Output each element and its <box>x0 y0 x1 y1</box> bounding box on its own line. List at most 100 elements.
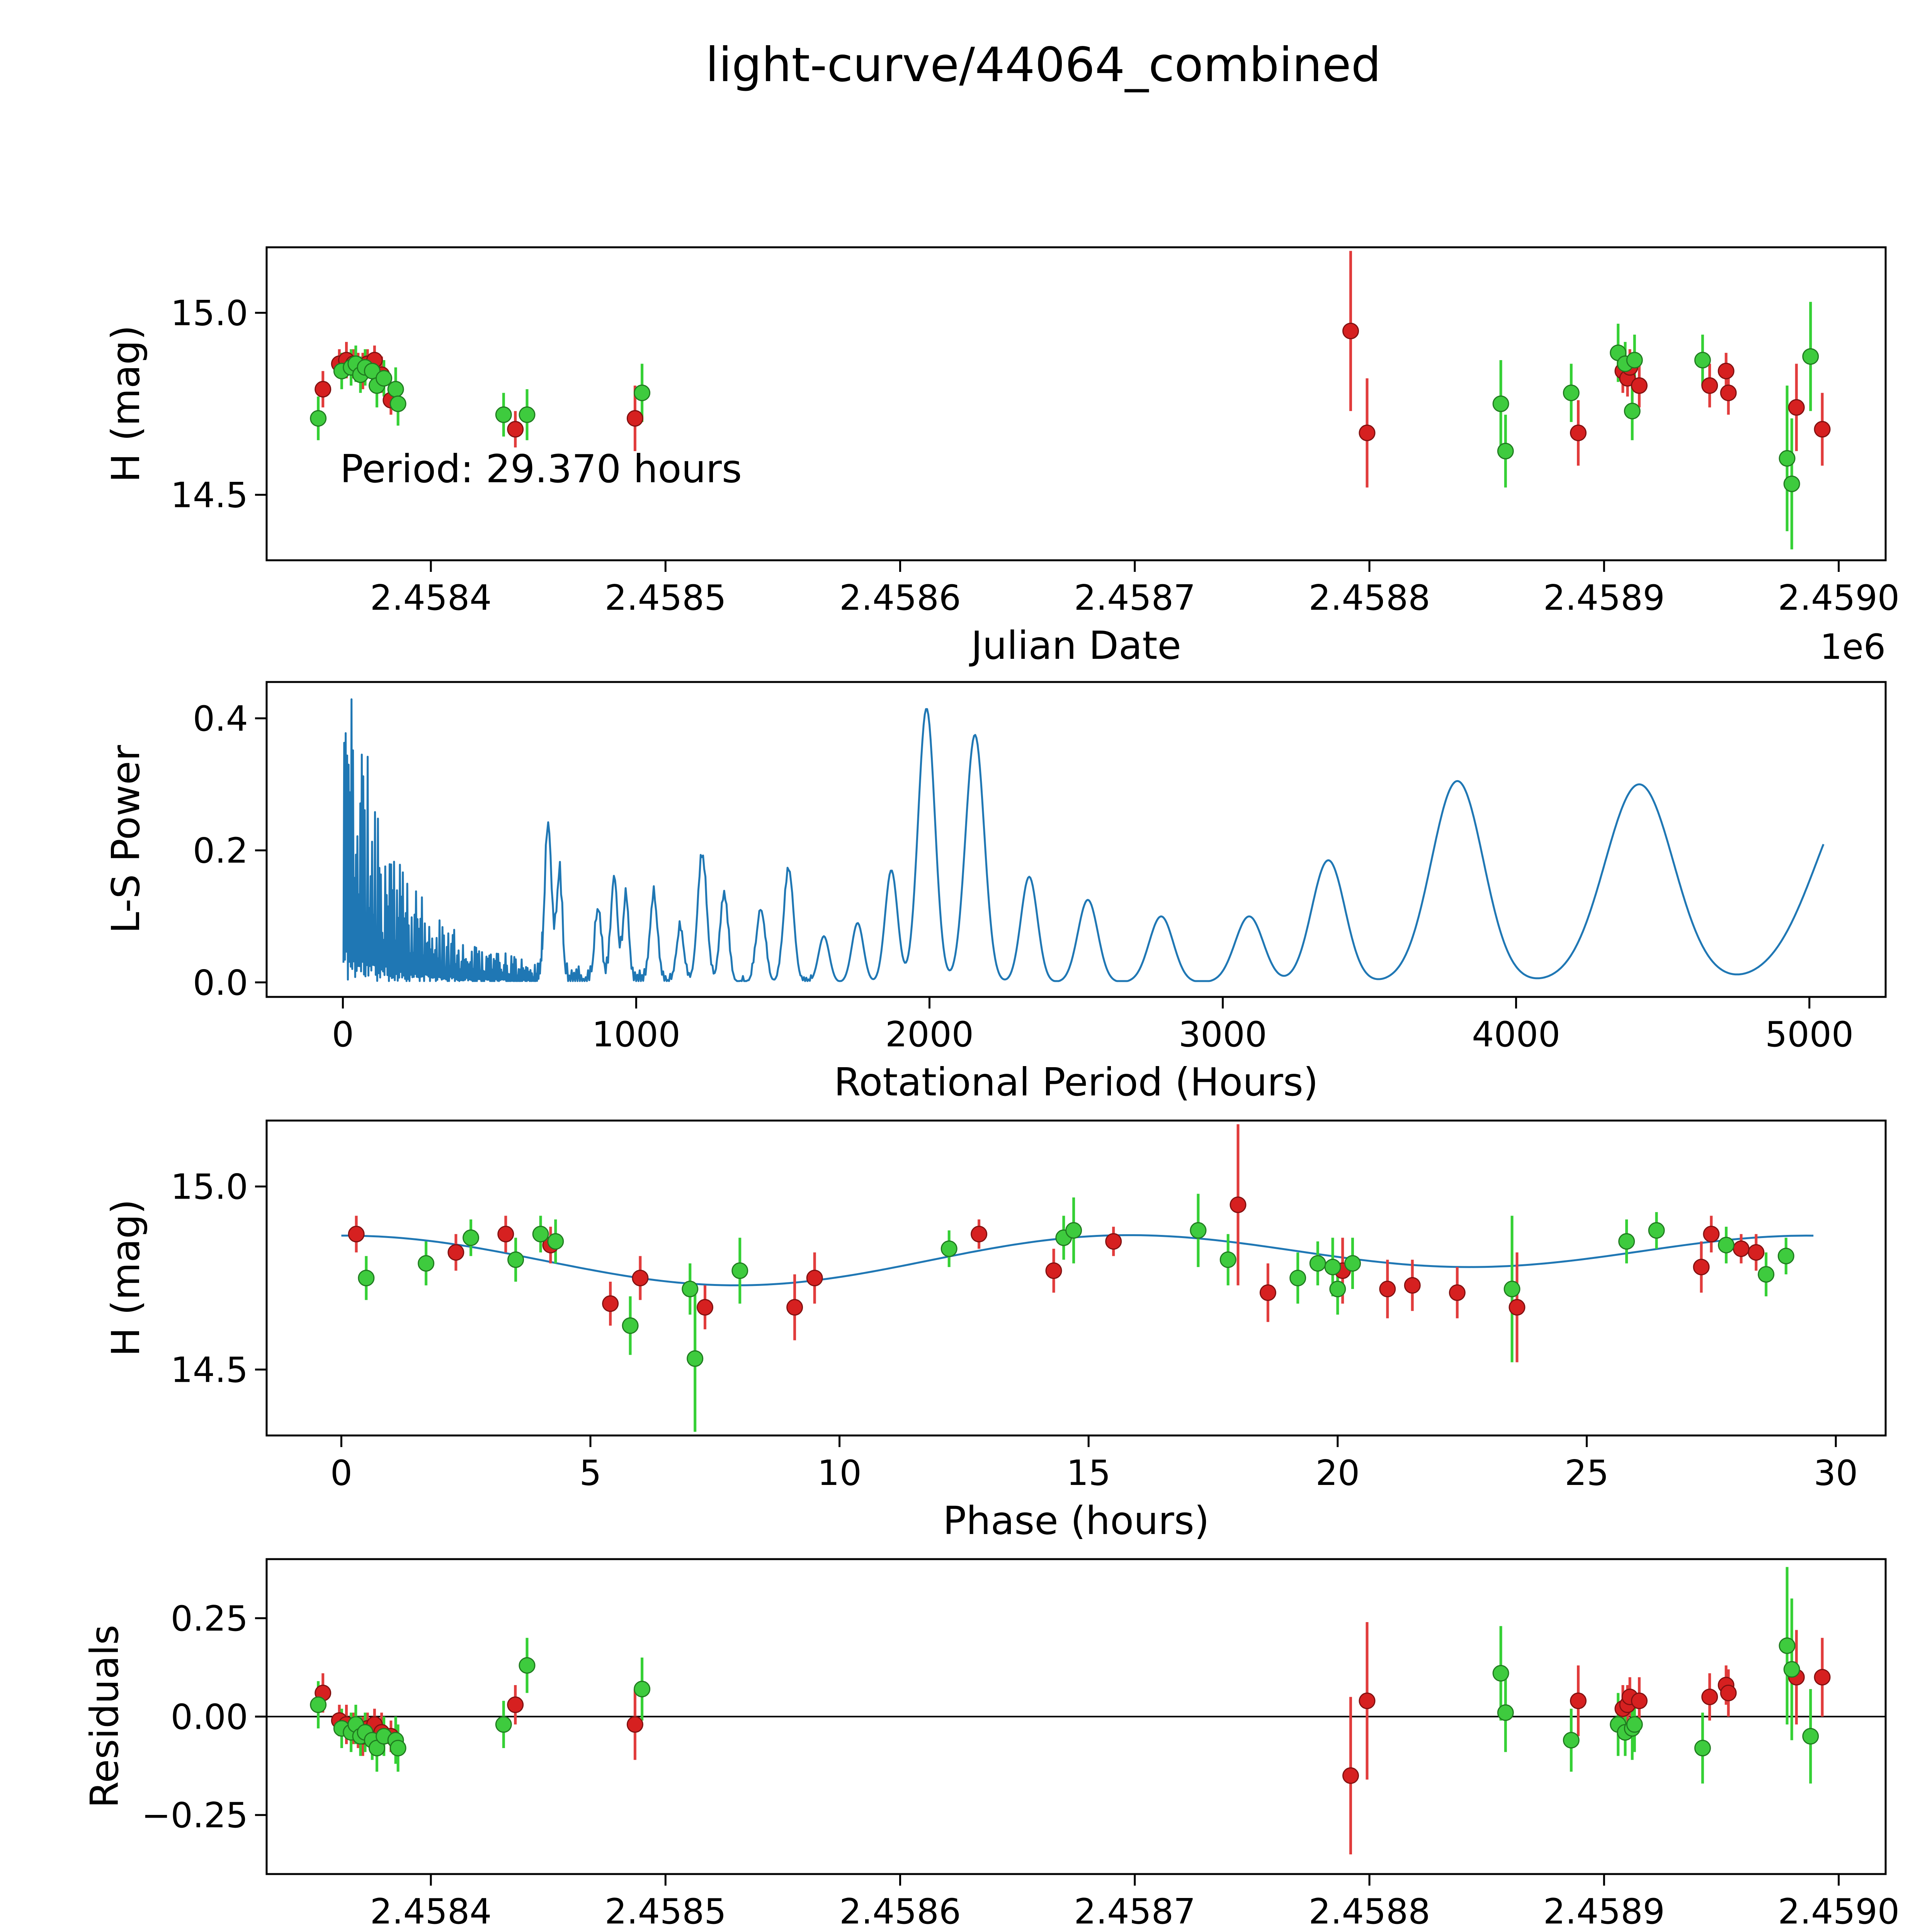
x-tick-label: 2.4584 <box>370 578 492 618</box>
green-dataset-point <box>1190 1222 1207 1239</box>
lightcurve-x-offset-label: 1e6 <box>1820 627 1886 667</box>
green-dataset-point <box>622 1317 639 1334</box>
panel-phase: Phase (hours) H (mag) 0 5 10 15 20 25 30 15.0 14… <box>103 1119 1887 1543</box>
red-dataset-point <box>315 381 332 398</box>
green-dataset-point <box>1779 1637 1796 1654</box>
x-tick-label: 2.4588 <box>1309 1891 1430 1932</box>
axes-spine <box>265 1119 1887 1437</box>
green-dataset-point <box>389 1740 406 1757</box>
lightcurve-xlabel: Julian Date <box>969 623 1181 668</box>
red-dataset-point <box>1701 1689 1718 1706</box>
green-dataset-point <box>1624 403 1641 420</box>
green-dataset-point <box>418 1255 435 1272</box>
red-dataset-point <box>1631 377 1648 394</box>
red-dataset-point <box>1570 1692 1587 1709</box>
axes-spine <box>265 246 1887 561</box>
x-tick-label: 2.4586 <box>839 578 961 618</box>
green-dataset-point <box>1626 352 1643 369</box>
red-dataset-point <box>1720 1684 1737 1701</box>
phase-xlabel: Phase (hours) <box>943 1498 1209 1543</box>
green-dataset-point <box>634 1680 651 1697</box>
periodogram-plot-area <box>342 698 1825 982</box>
green-dataset-point <box>1626 1716 1643 1733</box>
green-dataset-point <box>1309 1255 1326 1272</box>
period-annotation: Period: 29.370 hours <box>340 446 742 492</box>
red-dataset-point <box>626 1716 643 1733</box>
red-dataset-point <box>1693 1259 1710 1276</box>
green-dataset-point <box>389 395 406 412</box>
y-tick-label: 0.0 <box>193 963 248 1003</box>
green-dataset-point <box>1777 1248 1794 1265</box>
green-dataset-point <box>387 381 404 398</box>
periodogram-curve <box>342 698 1825 982</box>
green-dataset-point <box>547 1233 564 1250</box>
red-dataset-point <box>1703 1226 1720 1243</box>
red-dataset-point <box>447 1244 464 1261</box>
x-tick-label: 2.4587 <box>1074 578 1196 618</box>
green-dataset-point <box>1324 1259 1341 1276</box>
green-dataset-point <box>519 406 536 423</box>
green-dataset-point <box>1492 1665 1509 1682</box>
green-dataset-point <box>1694 352 1711 369</box>
lightcurve-ylabel: H (mag) <box>103 325 148 482</box>
green-dataset-point <box>682 1281 699 1298</box>
red-dataset-point <box>507 1696 524 1713</box>
green-dataset-point <box>1563 1732 1580 1749</box>
x-tick-label: 2000 <box>885 1014 974 1055</box>
green-dataset-point <box>1783 475 1800 492</box>
red-dataset-point <box>1359 1692 1376 1709</box>
x-tick-label: 2.4584 <box>370 1891 492 1932</box>
x-tick-label: 2.4589 <box>1543 578 1665 618</box>
phase-plot-area <box>341 1124 1814 1432</box>
red-dataset-point <box>1733 1240 1750 1257</box>
green-dataset-point <box>1694 1740 1711 1757</box>
red-dataset-point <box>1230 1196 1247 1213</box>
red-dataset-point <box>1045 1262 1062 1279</box>
green-dataset-point <box>1492 395 1509 412</box>
x-tick-label: 2.4589 <box>1543 1891 1665 1932</box>
x-tick-label: 0 <box>330 1453 352 1493</box>
red-dataset-point <box>1449 1284 1466 1301</box>
green-dataset-point <box>1718 1236 1735 1253</box>
green-dataset-point <box>1289 1270 1306 1286</box>
green-dataset-point <box>731 1262 748 1279</box>
red-dataset-point <box>1814 421 1831 438</box>
red-dataset-point <box>1404 1277 1421 1294</box>
red-dataset-point <box>632 1270 649 1286</box>
x-tick-label: 30 <box>1814 1453 1858 1493</box>
residuals-plot-area <box>267 1567 1886 1855</box>
red-dataset-point <box>507 421 524 438</box>
green-dataset-point <box>532 1226 549 1243</box>
green-dataset-point <box>1219 1251 1236 1268</box>
green-dataset-point <box>1065 1222 1082 1239</box>
x-tick-label: 2.4585 <box>605 1891 726 1932</box>
lightcurve-plot-area <box>310 251 1831 549</box>
y-tick-label: 14.5 <box>171 1350 248 1390</box>
x-tick-label: 5000 <box>1765 1014 1854 1055</box>
red-dataset-point <box>1720 384 1737 401</box>
green-dataset-point <box>376 370 393 387</box>
green-dataset-point <box>507 1251 524 1268</box>
red-dataset-point <box>348 1226 365 1243</box>
panel-lightcurve: Julian Date 1e6 H (mag) Period: 29.370 h… <box>103 246 1900 668</box>
axes-spine <box>265 681 1887 998</box>
x-tick-label: 2.4585 <box>605 578 726 618</box>
periodogram-xlabel: Rotational Period (Hours) <box>834 1060 1318 1105</box>
x-tick-label: 3000 <box>1179 1014 1267 1055</box>
y-tick-label: 14.5 <box>171 475 248 515</box>
red-dataset-point <box>1788 399 1805 416</box>
residuals-ylabel: Residuals <box>82 1625 127 1808</box>
y-tick-label: 0.25 <box>171 1599 248 1639</box>
red-dataset-point <box>1631 1692 1648 1709</box>
panel-residuals: Julian Date 1e6 Residuals 2.45842.45852.… <box>82 1558 1900 1932</box>
green-dataset-point <box>310 1696 327 1713</box>
figure-title: light-curve/44064_combined <box>706 37 1381 92</box>
x-tick-label: 2.4588 <box>1309 578 1430 618</box>
x-tick-label: 25 <box>1565 1453 1609 1493</box>
green-dataset-point <box>1802 1728 1819 1745</box>
x-tick-label: 2.4586 <box>839 1891 961 1932</box>
red-dataset-point <box>1105 1233 1122 1250</box>
red-dataset-point <box>1359 424 1376 441</box>
green-dataset-point <box>495 1716 512 1733</box>
